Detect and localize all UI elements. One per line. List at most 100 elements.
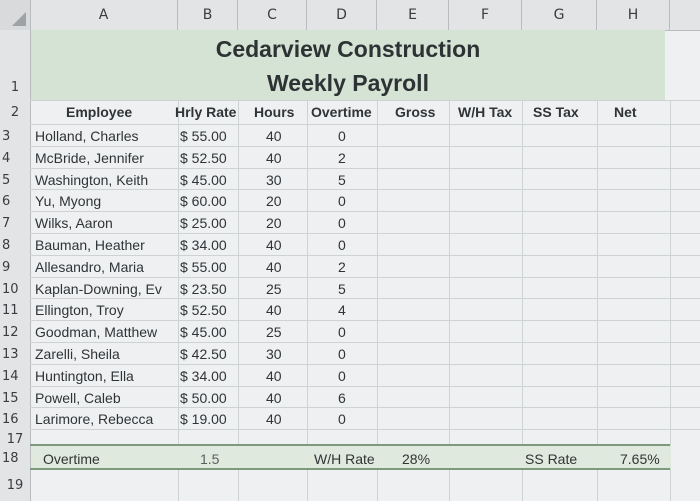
column-header-c[interactable]: C xyxy=(238,0,307,30)
row-header[interactable]: 12 xyxy=(2,325,19,340)
column-header-f[interactable]: F xyxy=(449,0,522,30)
hourly-rate-cell[interactable]: $ 25.00 xyxy=(180,215,227,231)
row-header[interactable]: 14 xyxy=(2,369,19,384)
row-header-1[interactable]: 1 xyxy=(10,80,20,95)
hourly-rate-cell[interactable]: $ 19.00 xyxy=(180,411,227,427)
hourly-rate-cell[interactable]: $ 23.50 xyxy=(180,281,227,297)
overtime-cell[interactable]: 0 xyxy=(338,346,346,362)
select-all-corner[interactable] xyxy=(0,0,31,30)
hourly-rate-cell[interactable]: $ 34.00 xyxy=(180,368,227,384)
hourly-rate-cell[interactable]: $ 50.00 xyxy=(180,390,227,406)
ss-rate-value[interactable]: 7.65% xyxy=(620,451,660,467)
hourly-rate-cell[interactable]: $ 45.00 xyxy=(180,172,227,188)
hours-cell[interactable]: 40 xyxy=(266,411,282,427)
employee-name-cell[interactable]: Powell, Caleb xyxy=(35,390,121,406)
hourly-rate-cell[interactable]: $ 45.00 xyxy=(180,324,227,340)
hourly-rate-cell[interactable]: $ 55.00 xyxy=(180,128,227,144)
row-header-18[interactable]: 18 xyxy=(2,451,19,466)
overtime-cell[interactable]: 0 xyxy=(338,411,346,427)
column-gridline xyxy=(597,100,598,501)
hourly-rate-cell[interactable]: $ 52.50 xyxy=(180,150,227,166)
column-gridline xyxy=(307,100,308,501)
overtime-cell[interactable]: 0 xyxy=(338,215,346,231)
hours-cell[interactable]: 40 xyxy=(266,237,282,253)
employee-name-cell[interactable]: Goodman, Matthew xyxy=(35,324,158,340)
row-header[interactable]: 16 xyxy=(2,412,19,427)
hourly-rate-cell[interactable]: $ 34.00 xyxy=(180,237,227,253)
wh-rate-value[interactable]: 28% xyxy=(402,451,431,467)
hours-cell[interactable]: 25 xyxy=(266,324,282,340)
hourly-rate-cell[interactable]: $ 60.00 xyxy=(180,193,227,209)
row-header[interactable]: 13 xyxy=(2,347,19,362)
overtime-cell[interactable]: 2 xyxy=(338,150,346,166)
column-header-g[interactable]: G xyxy=(522,0,597,30)
employee-name-cell[interactable]: Ellington, Troy xyxy=(35,302,124,318)
header-net[interactable]: Net xyxy=(614,104,637,120)
overtime-cell[interactable]: 0 xyxy=(338,368,346,384)
overtime-cell[interactable]: 0 xyxy=(338,324,346,340)
overtime-cell[interactable]: 0 xyxy=(338,193,346,209)
hours-cell[interactable]: 20 xyxy=(266,193,282,209)
column-header-b[interactable]: B xyxy=(178,0,238,30)
hours-cell[interactable]: 40 xyxy=(266,259,282,275)
employee-name-cell[interactable]: Huntington, Ella xyxy=(35,368,134,384)
employee-name-cell[interactable]: Wilks, Aaron xyxy=(35,215,113,231)
column-header-d[interactable]: D xyxy=(307,0,377,30)
overtime-cell[interactable]: 0 xyxy=(338,237,346,253)
row-header[interactable]: 4 xyxy=(2,151,11,166)
header-employee[interactable]: Employee xyxy=(66,104,133,120)
row-header[interactable]: 3 xyxy=(2,129,11,144)
header-hrly-rate[interactable]: Hrly Rate xyxy=(175,104,237,120)
hourly-rate-cell[interactable]: $ 52.50 xyxy=(180,302,227,318)
overtime-cell[interactable]: 5 xyxy=(338,172,346,188)
row-header[interactable]: 10 xyxy=(2,282,19,297)
header-hours[interactable]: Hours xyxy=(254,104,295,120)
column-header-a[interactable]: A xyxy=(30,0,178,30)
header-gross[interactable]: Gross xyxy=(395,104,436,120)
row-header[interactable]: 5 xyxy=(2,173,11,188)
employee-name-cell[interactable]: Zarelli, Sheila xyxy=(35,346,120,362)
row-header[interactable]: 8 xyxy=(2,238,11,253)
row-header[interactable]: 15 xyxy=(2,391,19,406)
column-header-h[interactable]: H xyxy=(597,0,670,30)
row-header[interactable]: 11 xyxy=(2,303,19,318)
row-header[interactable]: 6 xyxy=(2,194,11,209)
employee-name-cell[interactable]: Allesandro, Maria xyxy=(35,259,144,275)
overtime-cell[interactable]: 4 xyxy=(338,302,346,318)
row-header-2[interactable]: 2 xyxy=(10,105,20,120)
hours-cell[interactable]: 30 xyxy=(266,172,282,188)
hours-cell[interactable]: 40 xyxy=(266,302,282,318)
employee-name-cell[interactable]: McBride, Jennifer xyxy=(35,150,144,166)
hours-cell[interactable]: 40 xyxy=(266,150,282,166)
wh-rate-label[interactable]: W/H Rate xyxy=(314,451,375,467)
employee-name-cell[interactable]: Kaplan-Downing, Ev xyxy=(35,281,162,297)
hourly-rate-cell[interactable]: $ 42.50 xyxy=(180,346,227,362)
hours-cell[interactable]: 30 xyxy=(266,346,282,362)
ss-rate-label[interactable]: SS Rate xyxy=(525,451,578,467)
hours-cell[interactable]: 40 xyxy=(266,368,282,384)
hourly-rate-cell[interactable]: $ 55.00 xyxy=(180,259,227,275)
hours-cell[interactable]: 20 xyxy=(266,215,282,231)
employee-name-cell[interactable]: Larimore, Rebecca xyxy=(35,411,154,427)
overtime-label[interactable]: Overtime xyxy=(43,451,100,467)
row-header[interactable]: 9 xyxy=(2,260,11,275)
overtime-cell[interactable]: 2 xyxy=(338,259,346,275)
row-header-19[interactable]: 19 xyxy=(6,478,24,493)
row-header-17[interactable]: 17 xyxy=(6,432,24,447)
header-overtime[interactable]: Overtime xyxy=(311,104,372,120)
employee-name-cell[interactable]: Yu, Myong xyxy=(35,193,102,209)
column-header-e[interactable]: E xyxy=(377,0,449,30)
hours-cell[interactable]: 40 xyxy=(266,390,282,406)
hours-cell[interactable]: 25 xyxy=(266,281,282,297)
header-ss-tax[interactable]: SS Tax xyxy=(533,104,579,120)
overtime-cell[interactable]: 6 xyxy=(338,390,346,406)
employee-name-cell[interactable]: Holland, Charles xyxy=(35,128,139,144)
header-wh-tax[interactable]: W/H Tax xyxy=(458,104,513,120)
employee-name-cell[interactable]: Bauman, Heather xyxy=(35,237,145,253)
employee-name-cell[interactable]: Washington, Keith xyxy=(35,172,149,188)
hours-cell[interactable]: 40 xyxy=(266,128,282,144)
overtime-cell[interactable]: 0 xyxy=(338,128,346,144)
row-header[interactable]: 7 xyxy=(2,216,11,231)
overtime-cell[interactable]: 5 xyxy=(338,281,346,297)
overtime-multiplier[interactable]: 1.5 xyxy=(200,451,220,467)
